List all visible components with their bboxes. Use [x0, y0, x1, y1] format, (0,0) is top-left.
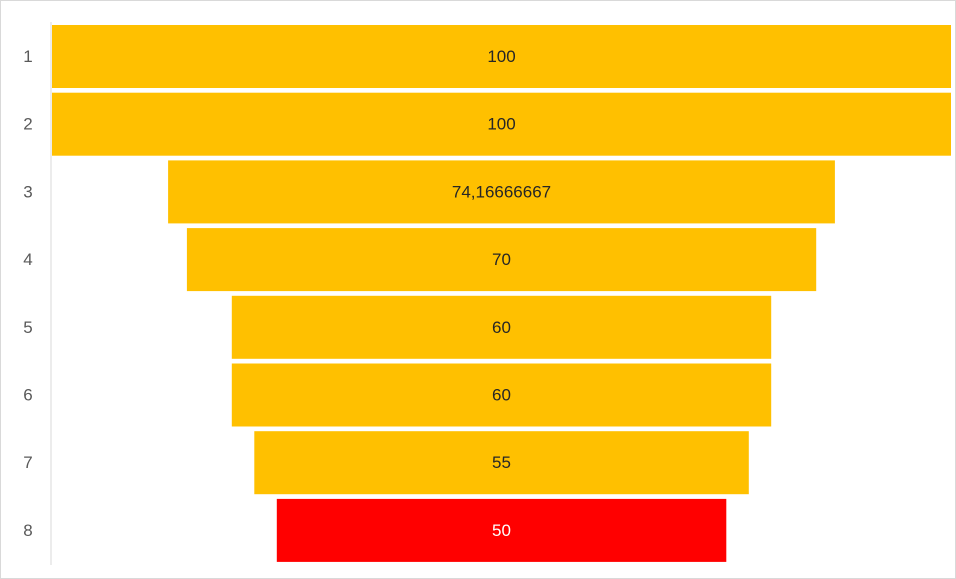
- category-tick-3: 3: [23, 182, 32, 201]
- category-tick-6: 6: [23, 386, 32, 405]
- data-label-2: 100: [487, 115, 515, 134]
- category-tick-1: 1: [23, 47, 32, 66]
- funnel-bar-1: [52, 25, 951, 88]
- funnel-bar-4: [186, 228, 817, 292]
- funnel-bar-3: [168, 160, 835, 224]
- data-label-6: 60: [492, 386, 511, 405]
- data-labels-layer: 100 100 74,16666667 70 60 60 55 50: [452, 47, 551, 540]
- category-tick-2: 2: [23, 115, 32, 134]
- category-tick-5: 5: [23, 318, 32, 337]
- funnel-bar-2: [52, 92, 951, 156]
- category-tick-4: 4: [23, 250, 32, 269]
- data-label-8: 50: [492, 521, 511, 540]
- funnel-bar-8: [276, 498, 727, 562]
- data-label-3: 74,16666667: [452, 182, 551, 201]
- funnel-bar-7: [254, 431, 749, 495]
- data-label-4: 70: [492, 250, 511, 269]
- data-label-1: 100: [487, 47, 515, 66]
- category-tick-7: 7: [23, 453, 32, 472]
- funnel-bar-6: [231, 363, 772, 427]
- bars-layer: [52, 25, 951, 562]
- category-ticks-layer: 1 2 3 4 5 6 7 8: [23, 47, 32, 540]
- data-label-5: 60: [492, 318, 511, 337]
- category-tick-8: 8: [23, 521, 32, 540]
- funnel-bar-5: [231, 295, 772, 359]
- data-label-7: 55: [492, 453, 511, 472]
